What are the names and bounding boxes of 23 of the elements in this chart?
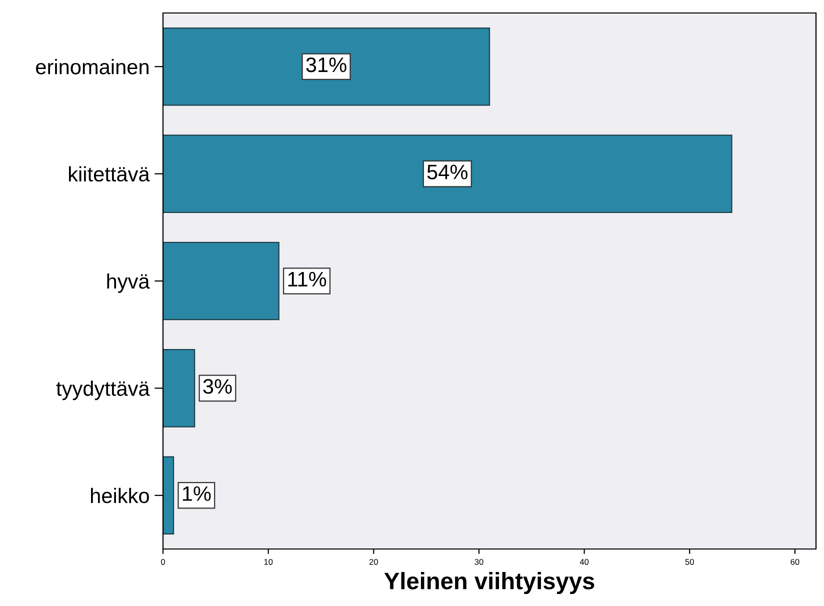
- bar: [163, 349, 196, 428]
- bar: [163, 242, 280, 320]
- x-tick-label: 0: [161, 558, 165, 565]
- data-label: 31%: [306, 57, 346, 72]
- y-tick-label: hyvä: [107, 273, 150, 293]
- y-tick-label: kiitettävä: [69, 166, 150, 182]
- x-axis-title: Yleinen viihtyisyys: [384, 572, 594, 594]
- data-label: 1%: [182, 486, 211, 501]
- x-tick-label: 50: [685, 558, 694, 565]
- data-label: 3%: [203, 379, 232, 394]
- y-tick-label: heikko: [91, 488, 149, 504]
- x-tick-label: 40: [580, 558, 589, 565]
- x-tick-label: 60: [790, 558, 800, 565]
- bar: [163, 134, 732, 213]
- x-tick-label: 30: [474, 558, 484, 565]
- data-label: 54%: [427, 164, 468, 180]
- bar: [163, 456, 174, 535]
- y-tick-label: erinomainen: [36, 59, 148, 74]
- x-tick-label: 10: [264, 558, 273, 565]
- data-label: 11%: [288, 272, 326, 287]
- bar: [163, 27, 490, 106]
- y-tick-label: tyydyttävä: [56, 380, 150, 400]
- x-tick-label: 20: [369, 558, 378, 565]
